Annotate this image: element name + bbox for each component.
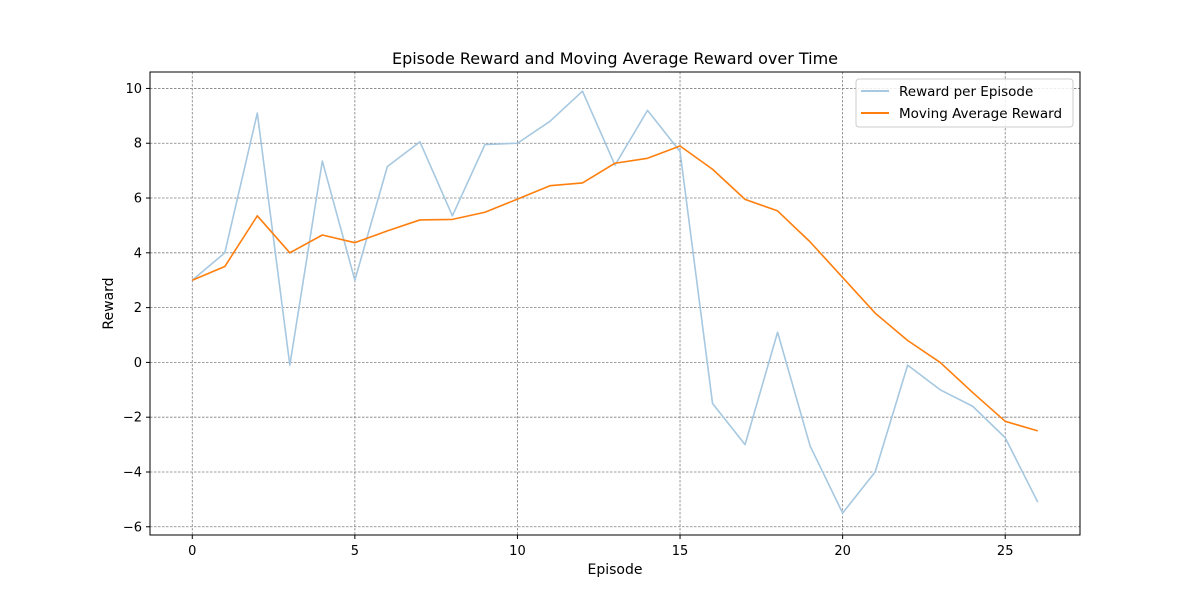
- y-tick-label: 0: [134, 356, 142, 371]
- x-tick-label: 25: [997, 544, 1014, 559]
- series-layer: [191, 90, 1039, 514]
- y-tick-label: −4: [123, 465, 142, 480]
- x-tick-label: 15: [672, 544, 689, 559]
- grid: [150, 72, 1080, 535]
- x-tick-label: 0: [188, 544, 196, 559]
- legend-label-reward-per-episode: Reward per Episode: [899, 84, 1033, 100]
- legend-label-moving-average-reward: Moving Average Reward: [899, 106, 1062, 122]
- y-tick-label: 10: [125, 82, 142, 97]
- y-tick-label: −2: [123, 411, 142, 426]
- legend-box: [855, 78, 1074, 128]
- x-tick-label: 10: [509, 544, 526, 559]
- x-tick-label: 5: [351, 544, 359, 559]
- y-tick-label: 2: [134, 301, 142, 316]
- plot-frame: [149, 71, 1081, 536]
- axis-ticks: 0 5 10 15 20 25 −6 −4 −2 0 2 4 6 8 10: [123, 82, 1014, 559]
- y-tick-label: 4: [134, 246, 142, 261]
- x-tick-label: 20: [834, 544, 851, 559]
- y-tick-label: 8: [134, 137, 142, 152]
- y-tick-label: −6: [123, 520, 142, 535]
- series-line-moving-average-reward: [191, 145, 1038, 432]
- chart-title: Episode Reward and Moving Average Reward…: [392, 49, 838, 68]
- series-line-reward-per-episode: [191, 90, 1039, 514]
- legend: Reward per Episode Moving Average Reward: [855, 78, 1074, 128]
- y-tick-label: 6: [134, 192, 142, 207]
- y-axis-title: Reward: [101, 277, 117, 329]
- x-axis-title: Episode: [588, 562, 643, 578]
